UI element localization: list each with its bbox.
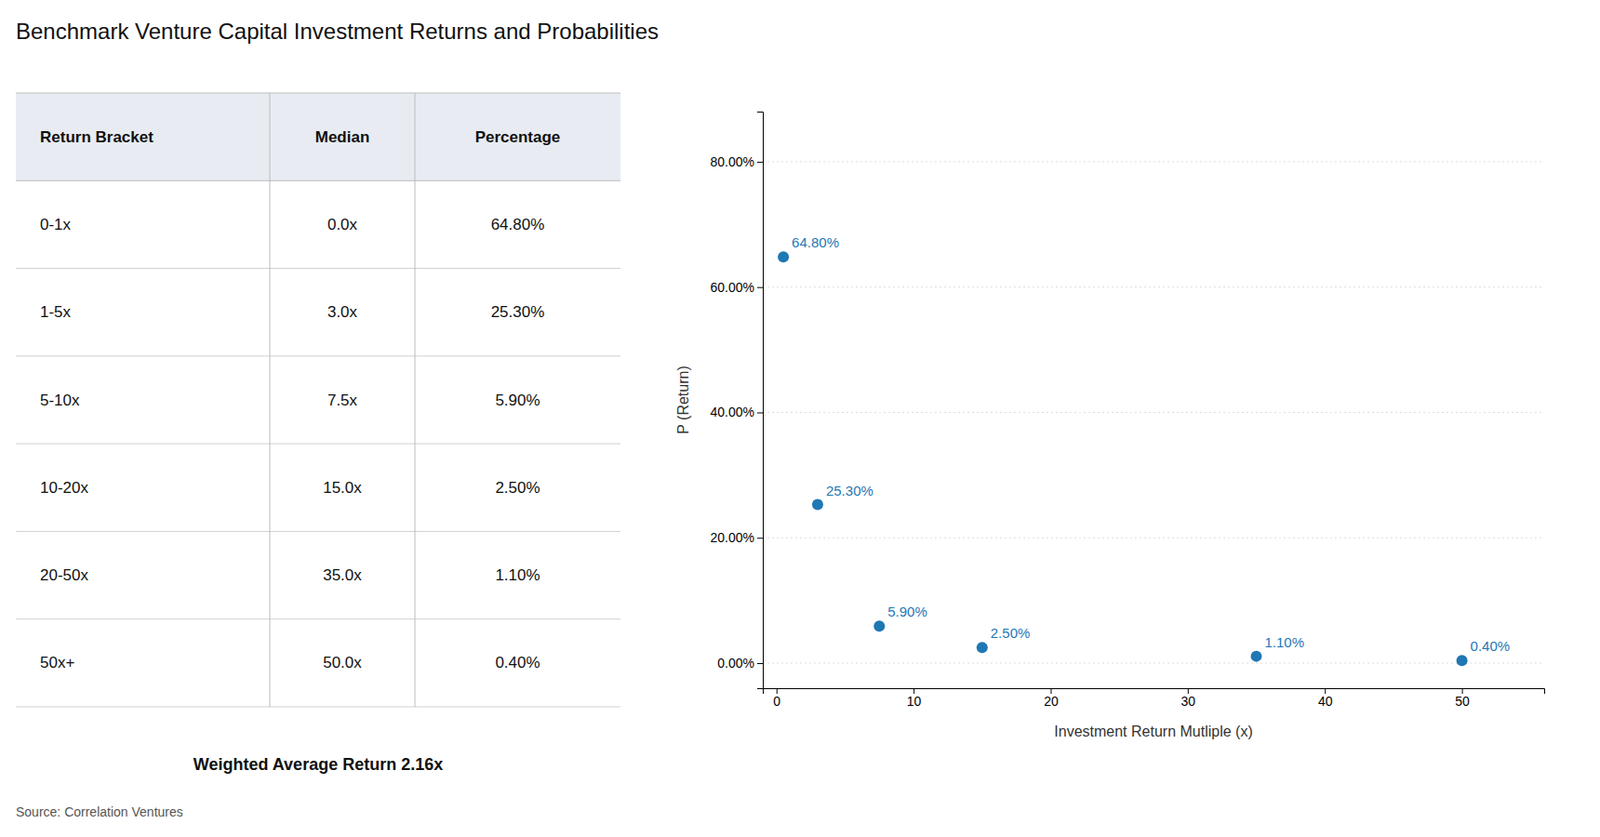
y-tick-mark (757, 161, 763, 163)
x-tick: 50 (1454, 688, 1470, 709)
x-tick-label: 40 (1318, 693, 1334, 709)
table-column-line (269, 93, 271, 707)
table-cell: 25.30% (491, 303, 546, 321)
data-label: 64.80% (791, 234, 840, 251)
x-tick: 0 (773, 688, 781, 709)
table: Return Bracket Median Percentage 0-1x 0.0x 64… (15, 93, 621, 707)
y-axis-title: P (Return) (675, 365, 692, 435)
y-tick-label: 60.00% (710, 280, 755, 295)
x-axis-line (763, 689, 1546, 695)
y-tick: 60.00% (710, 280, 763, 295)
table-cell: 0.0x (327, 215, 359, 234)
y-tick: 40.00% (710, 404, 763, 420)
x-tick: 30 (1181, 688, 1197, 709)
table-cell: 20-50x (40, 566, 89, 585)
y-tick-mark (757, 287, 763, 289)
data-label: 0.40% (1470, 638, 1511, 654)
x-tick-label: 10 (906, 693, 922, 709)
x-axis-title: Investment Return Mutliple (x) (1053, 723, 1253, 740)
points (777, 251, 1467, 667)
y-tick-mark (757, 663, 763, 665)
table-cell: 1-5x (40, 303, 72, 321)
grid-line-y (762, 286, 1545, 288)
annotation: Weighted Average Return 2.16x (193, 755, 443, 774)
table-row-line (15, 531, 621, 533)
table-cell: 5-10x (40, 391, 80, 410)
table-cell: 0-1x (40, 215, 72, 234)
grid-line-y (762, 160, 1545, 162)
data-label: 1.10% (1265, 634, 1306, 651)
y-axis: 0.00% 20.00% 40.00% 60.00% 80.00% (710, 112, 764, 690)
grid-line-y (762, 663, 1545, 665)
table-header: Median (315, 128, 371, 147)
y-tick: 80.00% (710, 154, 763, 170)
x-tick-label: 30 (1181, 693, 1197, 709)
grid (762, 161, 1545, 664)
table-header-line (15, 180, 621, 182)
table-cell: 64.80% (491, 215, 546, 234)
table-cell: 3.0x (327, 303, 359, 321)
y-tick-mark (757, 537, 763, 539)
point (812, 499, 824, 511)
point (976, 641, 988, 654)
table-header-line (15, 93, 621, 94)
point (777, 251, 789, 263)
table-cell: 35.0x (322, 566, 362, 585)
y-tick-label: 20.00% (710, 530, 755, 546)
table-header: Percentage (475, 128, 561, 147)
data-label: 25.30% (826, 482, 874, 499)
table-cell: 15.0x (322, 479, 362, 497)
y-axis-line (757, 112, 764, 690)
y-tick: 0.00% (717, 655, 763, 671)
point (873, 620, 885, 632)
table-header-bg (15, 93, 621, 181)
data-label: 5.90% (887, 603, 928, 620)
data-label: 2.50% (990, 625, 1031, 641)
source-note: Source: Correlation Ventures (15, 804, 184, 820)
table-cell: 2.50% (494, 479, 540, 497)
x-tick: 40 (1318, 688, 1334, 709)
table-cell: 10-20x (40, 479, 89, 497)
y-tick: 20.00% (710, 530, 763, 546)
y-tick-label: 0.00% (717, 655, 755, 671)
x-tick: 10 (906, 688, 922, 709)
point (1456, 654, 1468, 667)
x-tick-label: 20 (1043, 693, 1059, 709)
grid-line-y (762, 537, 1545, 539)
table-row-line (15, 443, 621, 445)
table-cell: 50x+ (40, 653, 75, 672)
y-tick-mark (757, 412, 763, 414)
grid-line-y (762, 412, 1545, 414)
y-tick-label: 40.00% (710, 404, 755, 420)
x-axis: 0 10 20 30 40 50 (763, 688, 1546, 709)
table-row-line (15, 355, 621, 357)
table-row-line (15, 618, 621, 620)
table-cell: 5.90% (494, 391, 540, 410)
table-column-line (414, 93, 416, 707)
x-tick-label: 50 (1454, 693, 1470, 709)
table-cell: 0.40% (494, 653, 540, 672)
table-cell: 7.5x (327, 391, 359, 410)
data-labels: 64.80% 25.30% 5.90% 2.50% 1.10% 0.40% (791, 234, 1510, 654)
x-tick: 20 (1043, 688, 1059, 709)
table-cell: 1.10% (494, 566, 540, 585)
table-header: Return Bracket (40, 128, 154, 147)
y-tick-label: 80.00% (710, 154, 755, 170)
table-cell: 50.0x (322, 653, 362, 672)
table-row-line (15, 706, 621, 708)
title: Benchmark Venture Capital Investment Ret… (15, 18, 659, 44)
x-tick-label: 0 (773, 693, 781, 709)
chart-root: Benchmark Venture Capital Investment Ret… (0, 0, 1600, 837)
point (1251, 651, 1263, 663)
table-row-line (15, 267, 621, 269)
